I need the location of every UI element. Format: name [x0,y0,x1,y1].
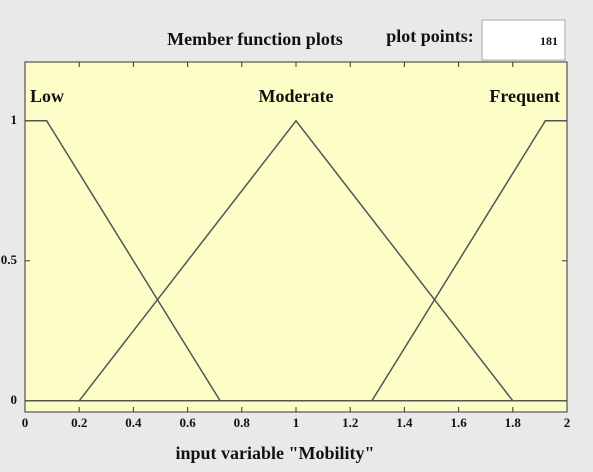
membership-line [25,120,567,402]
x-axis-label: input variable "Mobility" [175,443,374,463]
x-tick-label: 0 [22,415,29,430]
x-tick-label: 1.6 [450,415,467,430]
y-tick-label: 1 [11,112,18,127]
membership-line [25,120,567,402]
series-label: Frequent [489,86,560,106]
x-tick-label: 1.4 [396,415,413,430]
plot-points-input[interactable] [481,19,566,61]
x-tick-label: 0.4 [125,415,142,430]
x-tick-label: 0.6 [179,415,196,430]
y-tick-label: 0.5 [1,252,18,267]
chart-title: Member function plots [167,29,343,49]
x-tick-label: 0.2 [71,415,87,430]
x-tick-label: 0.8 [234,415,251,430]
series-label: Low [30,86,64,106]
x-tick-label: 1 [293,415,300,430]
series-label: Moderate [259,86,334,106]
plot-points-value[interactable]: 181 [540,34,558,48]
y-tick-label: 0 [11,392,18,407]
x-tick-label: 2 [564,415,571,430]
plot-area [24,61,568,413]
plot-points-label: plot points: [386,26,474,46]
x-tick-label: 1.2 [342,415,358,430]
x-tick-label: 1.8 [505,415,522,430]
